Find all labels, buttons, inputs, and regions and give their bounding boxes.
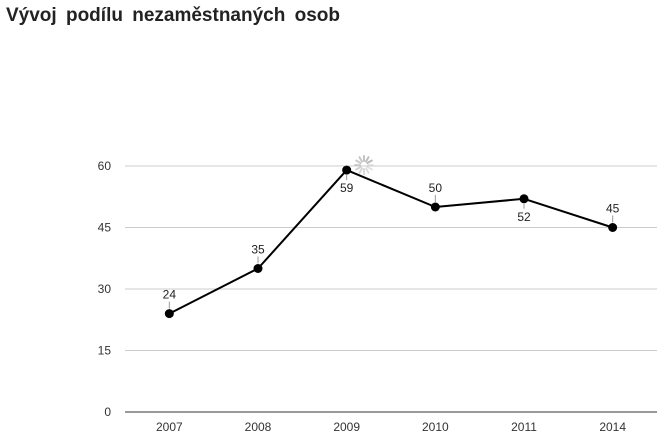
x-tick-label: 2014 <box>599 420 626 434</box>
data-label: 50 <box>429 181 443 195</box>
data-point[interactable] <box>519 194 529 204</box>
loading-spinner-icon <box>354 155 374 175</box>
x-tick-label: 2007 <box>156 420 183 434</box>
series-line <box>168 169 613 315</box>
data-label: 52 <box>517 210 531 224</box>
data-labels: 24 35 59 50 52 45 <box>163 175 620 309</box>
x-tick-label: 2011 <box>511 420 537 434</box>
data-label: 35 <box>251 243 265 257</box>
data-point[interactable] <box>430 202 440 212</box>
data-label: 24 <box>163 288 177 302</box>
x-tick-label: 2010 <box>422 420 449 434</box>
x-tick-label: 2009 <box>333 420 360 434</box>
chart-title: Vývoj podílu nezaměstnaných osob <box>6 5 341 26</box>
y-tick-label: 45 <box>98 221 112 235</box>
grid-lines <box>125 165 657 351</box>
y-tick-label: 0 <box>104 405 111 419</box>
y-axis-tick-labels: 0 15 30 45 60 <box>98 159 112 419</box>
y-tick-label: 15 <box>98 344 112 358</box>
data-point[interactable] <box>253 264 263 273</box>
data-label: 59 <box>340 181 354 195</box>
x-axis-tick-labels: 2007 2008 2009 2010 2011 2014 <box>156 420 626 434</box>
data-label: 45 <box>606 202 620 216</box>
data-series <box>164 165 618 319</box>
data-point[interactable] <box>342 165 352 175</box>
data-point[interactable] <box>608 223 618 232</box>
y-tick-label: 30 <box>98 282 112 296</box>
x-tick-label: 2008 <box>245 420 272 434</box>
data-point[interactable] <box>164 309 174 319</box>
y-tick-label: 60 <box>98 159 112 173</box>
